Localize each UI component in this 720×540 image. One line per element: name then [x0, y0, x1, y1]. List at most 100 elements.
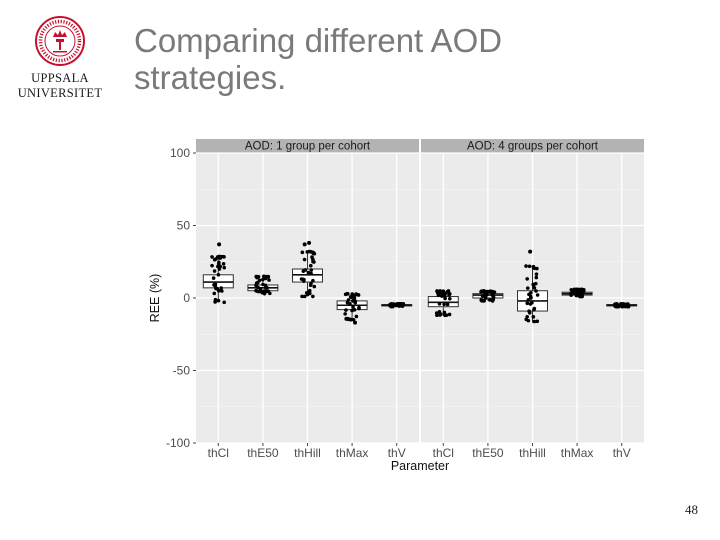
data-point	[346, 317, 351, 322]
data-point	[307, 291, 312, 296]
panel-strip	[421, 139, 644, 153]
y-tick-label: 100	[170, 146, 190, 160]
data-point	[310, 255, 314, 259]
data-point	[482, 299, 486, 303]
seal-base-icon	[53, 51, 67, 53]
data-point	[311, 250, 316, 255]
data-point	[435, 313, 439, 318]
data-point	[355, 292, 359, 297]
data-point	[524, 264, 528, 268]
data-point	[220, 289, 224, 293]
data-point	[345, 291, 350, 296]
data-point	[448, 296, 452, 301]
data-point	[267, 278, 271, 282]
x-tick-label: thV	[613, 446, 631, 460]
data-point	[351, 317, 356, 322]
data-point	[437, 302, 442, 306]
data-point	[447, 292, 452, 296]
data-point	[444, 313, 449, 317]
data-point	[312, 260, 316, 264]
data-point	[352, 296, 357, 301]
data-point	[569, 287, 574, 292]
data-point	[221, 262, 226, 266]
data-point	[526, 318, 531, 323]
university-name: UPPSALA UNIVERSITET	[16, 71, 104, 101]
data-point	[532, 306, 537, 311]
data-point	[436, 291, 441, 295]
y-axis-title: REE (%)	[148, 274, 162, 323]
data-point	[485, 289, 490, 294]
data-point	[389, 303, 393, 307]
data-point	[530, 301, 534, 305]
panel-strip-label: AOD: 4 groups per cohort	[467, 141, 599, 153]
boxplot-chart: AOD: 1 group per cohort thCl thE50 thHill th…	[148, 139, 644, 473]
data-point	[222, 265, 227, 270]
data-point	[479, 298, 484, 302]
slide-number: 48	[685, 502, 698, 517]
data-point	[531, 265, 536, 270]
data-point	[301, 269, 306, 273]
data-point	[305, 250, 310, 254]
y-tick-label: 50	[177, 219, 191, 233]
seal-dotted-ring	[38, 19, 82, 63]
data-point	[491, 292, 495, 296]
data-point	[212, 269, 217, 273]
x-tick-label: thE50	[247, 446, 279, 460]
data-point	[481, 289, 485, 294]
data-point	[222, 300, 226, 305]
data-point	[442, 293, 447, 298]
data-point	[446, 289, 451, 293]
data-point	[353, 299, 358, 304]
x-tick-label: thHill	[294, 446, 321, 460]
x-tick-label: thMax	[336, 446, 369, 460]
data-point	[302, 294, 307, 299]
data-point	[354, 314, 359, 319]
data-point	[491, 297, 496, 302]
data-point	[311, 294, 315, 299]
data-point	[525, 286, 530, 290]
seal-outer-ring	[35, 16, 85, 66]
data-point	[219, 286, 224, 290]
y-tick-label: -50	[173, 364, 191, 378]
data-point	[343, 312, 347, 316]
data-point	[526, 298, 531, 302]
data-point	[483, 294, 487, 299]
data-point	[302, 257, 307, 262]
seal-crown-icon	[53, 30, 67, 37]
data-point	[351, 305, 355, 309]
x-tick-label: thHill	[519, 446, 546, 460]
data-point	[311, 278, 315, 283]
data-point	[304, 290, 309, 295]
data-point	[265, 286, 269, 290]
outlier-point	[302, 242, 307, 247]
data-point	[309, 281, 313, 286]
data-point	[525, 277, 529, 281]
x-tick-label: thCl	[208, 446, 229, 460]
data-point	[216, 272, 221, 277]
data-point	[308, 263, 313, 268]
data-point	[222, 255, 226, 259]
university-seal-logo	[35, 16, 85, 66]
data-point	[211, 276, 216, 280]
data-point	[532, 286, 537, 290]
data-point	[534, 289, 538, 293]
data-point	[531, 315, 536, 319]
data-point	[257, 289, 261, 294]
slide-title-line-2: strategies.	[134, 59, 287, 96]
seal-figure-icon	[56, 39, 64, 50]
data-point	[534, 272, 539, 276]
seal-inner-ring	[44, 25, 76, 57]
data-point	[263, 276, 268, 281]
x-tick-label: thE50	[472, 446, 504, 460]
slide-title-line-1: Comparing different AOD	[134, 22, 503, 59]
data-point	[620, 304, 625, 309]
data-point	[307, 288, 312, 293]
x-axis-title: Parameter	[391, 459, 449, 473]
university-name-line-2: UNIVERSITET	[17, 86, 103, 100]
data-point	[349, 295, 354, 299]
data-point	[357, 305, 361, 310]
data-point	[306, 270, 311, 275]
data-point	[263, 283, 268, 288]
x-tick-label: thCl	[433, 446, 454, 460]
x-tick-label: thV	[388, 446, 406, 460]
